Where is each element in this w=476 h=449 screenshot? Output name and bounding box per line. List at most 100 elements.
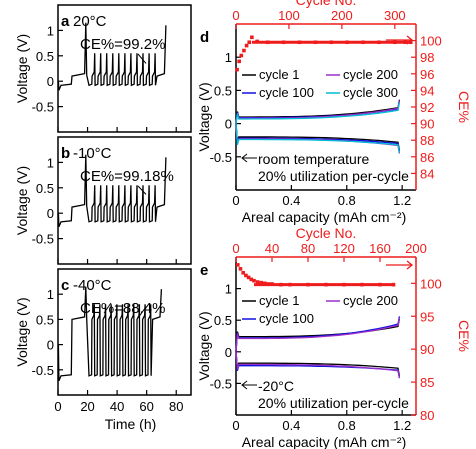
x2-axis-label: Cycle No. — [296, 225, 357, 241]
x-tick-label: 0 — [232, 418, 239, 433]
plot-frame — [57, 268, 192, 396]
y2-axis-label: CE% — [456, 91, 472, 123]
temperature-label: -40°C — [73, 277, 112, 294]
discharge-curve — [235, 123, 401, 152]
y2-tick-label: 95 — [420, 309, 434, 324]
ce-point — [249, 277, 254, 282]
y-tick-label: 0 — [225, 117, 232, 132]
ce-axis-arrow — [386, 35, 414, 45]
y2-tick-label: 90 — [420, 342, 434, 357]
x2-tick-label: 160 — [369, 241, 391, 256]
temperature-label: -10°C — [73, 145, 112, 162]
y2-tick-label: 94 — [420, 83, 434, 98]
charge-curve — [235, 102, 401, 124]
y-axis-label: Voltage (V) — [14, 297, 30, 366]
ce-value-label: CE%=99.18% — [80, 168, 174, 185]
y-tick-label: -0.5 — [32, 363, 54, 378]
legend-label: cycle 300 — [343, 85, 398, 100]
condition-label: room temperature — [258, 151, 369, 167]
plot-frame — [57, 4, 192, 133]
y2-tick-label: 100 — [420, 276, 442, 291]
ce-point — [246, 275, 251, 280]
discharge-curve — [235, 123, 401, 151]
y2-tick-label: 85 — [420, 375, 434, 390]
x2-tick-label: 200 — [331, 8, 353, 23]
x2-tick-label: 80 — [301, 241, 315, 256]
ce-point — [238, 267, 243, 271]
legend-label: cycle 100 — [259, 85, 314, 100]
ce-point — [239, 53, 244, 58]
legend-label: cycle 200 — [343, 293, 398, 308]
x-tick-label: 0.4 — [282, 418, 300, 433]
x-tick-label: 1.2 — [393, 418, 411, 433]
y2-tick-label: 98 — [420, 50, 434, 65]
y2-tick-label: 96 — [420, 67, 434, 82]
ce-axis-arrow — [386, 260, 414, 270]
panel-label: e — [200, 262, 208, 279]
x-tick-label: 0.8 — [338, 193, 356, 208]
ce-point — [255, 280, 260, 284]
x-tick-label: 0.4 — [282, 193, 300, 208]
y-tick-label: -0.5 — [32, 232, 54, 247]
panel-label: d — [200, 29, 209, 46]
x2-tick-label: 0 — [232, 8, 239, 23]
annotation-arrow — [241, 153, 257, 163]
y-tick-label: 0 — [47, 74, 54, 89]
ce-point — [244, 43, 249, 48]
y-tick-label: 1 — [225, 50, 232, 65]
x2-tick-label: 100 — [278, 8, 300, 23]
x2-tick-label: 0 — [232, 241, 239, 256]
y2-tick-label: 86 — [420, 150, 434, 165]
voltage-trace — [57, 286, 163, 382]
annotation-arrow — [137, 185, 147, 195]
y-tick-label: 0.5 — [214, 313, 232, 328]
voltage-trace — [57, 154, 167, 228]
y-tick-label: -0.5 — [210, 150, 232, 165]
y-tick-label: 0.5 — [36, 49, 54, 64]
x-tick-label: 0 — [54, 399, 61, 414]
utilization-label: 20% utilization per-cycle — [258, 168, 409, 184]
x-tick-label: 1.2 — [393, 193, 411, 208]
ce-point — [244, 273, 248, 278]
panel-label: a — [61, 13, 70, 30]
x2-tick-label: 300 — [384, 8, 406, 23]
y-tick-label: 1 — [225, 282, 232, 297]
voltage-trace — [57, 22, 167, 91]
panel-label: c — [61, 277, 69, 294]
x2-tick-label: 120 — [333, 241, 355, 256]
y-tick-label: 0 — [225, 345, 232, 360]
legend-label: cycle 200 — [343, 67, 398, 82]
y-tick-label: 0 — [47, 206, 54, 221]
y2-tick-label: 90 — [420, 117, 434, 132]
ce-point — [237, 59, 241, 64]
x-axis-label: Areal capacity (mAh cm⁻²) — [242, 434, 407, 449]
y2-axis-label: CE% — [456, 320, 472, 352]
y-tick-label: 0 — [47, 338, 54, 353]
y-axis-label: Voltage (V) — [14, 34, 30, 103]
x2-tick-label: 40 — [265, 241, 279, 256]
plot-frame — [57, 136, 192, 265]
y-tick-label: 0.5 — [36, 181, 54, 196]
panel-label: b — [61, 145, 70, 162]
x-tick-label: 60 — [139, 399, 153, 414]
temperature-label: 20°C — [73, 13, 107, 30]
x-tick-label: 0 — [232, 193, 239, 208]
y2-tick-label: 100 — [420, 34, 442, 49]
y2-tick-label: 84 — [420, 166, 434, 181]
y-tick-label: -0.5 — [210, 376, 232, 391]
charge-curve — [235, 100, 401, 124]
y-axis-label: Voltage (V) — [14, 166, 30, 235]
legend-label: cycle 100 — [259, 311, 314, 326]
charge-curve — [235, 317, 401, 352]
y-tick-label: 0.5 — [214, 83, 232, 98]
condition-label: -20°C — [258, 378, 294, 394]
x2-tick-label: 200 — [405, 241, 427, 256]
discharge-curve — [235, 351, 401, 376]
legend-label: cycle 1 — [259, 67, 299, 82]
legend-label: cycle 1 — [259, 293, 299, 308]
y-tick-label: 1 — [47, 287, 54, 302]
ce-point — [242, 48, 246, 53]
utilization-label: 20% utilization per-cycle — [258, 395, 409, 411]
x-tick-label: 0.8 — [338, 418, 356, 433]
